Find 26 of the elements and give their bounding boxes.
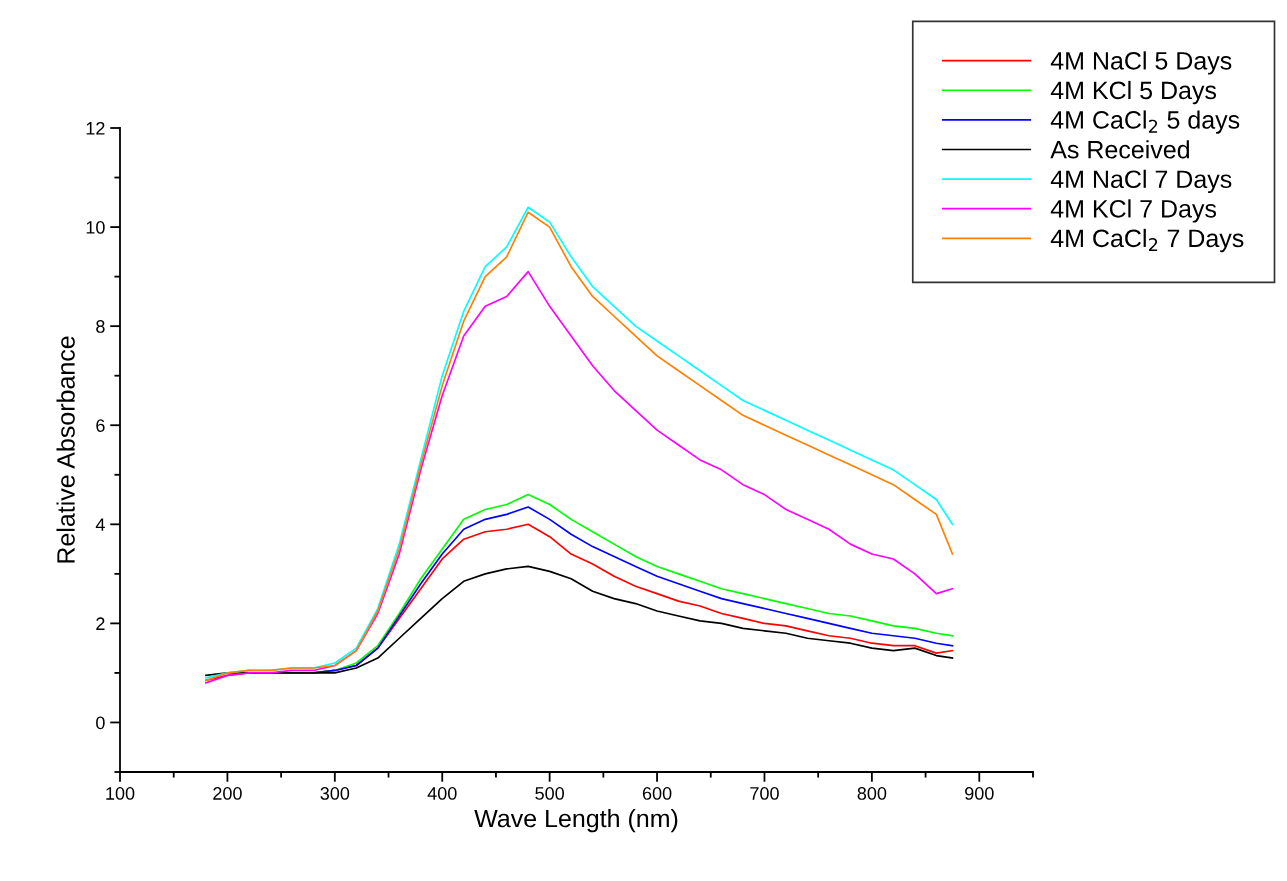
y-tick-label: 2 xyxy=(96,617,105,630)
x-tick-label: 800 xyxy=(857,787,887,800)
y-tick-label: 8 xyxy=(96,320,105,333)
y-tick-label: 4 xyxy=(95,518,105,531)
y-tick-label: 6 xyxy=(96,419,105,432)
legend-label: As Received xyxy=(1050,140,1189,159)
y-tick-label: 10 xyxy=(86,221,105,234)
legend-label: 4M CaCl$_{2}$ 7 Days xyxy=(1050,228,1244,253)
y-tick-label: 12 xyxy=(86,121,105,135)
legend-label: 4M KCl 5 Days xyxy=(1050,80,1217,105)
x-tick-label: 400 xyxy=(427,787,457,800)
y-tick-label: 0 xyxy=(96,716,105,730)
legend-label: 4M NaCl 5 Days xyxy=(1050,51,1232,75)
x-tick-label: 900 xyxy=(965,787,994,800)
line-series xyxy=(205,565,954,677)
legend-label: 4M NaCl 7 Days xyxy=(1050,169,1232,194)
x-tick-label: 500 xyxy=(535,787,564,800)
x-axis-title: Wave Length (nm) xyxy=(474,808,678,833)
x-tick-label: 600 xyxy=(642,787,672,800)
x-tick-label: 100 xyxy=(106,787,135,800)
x-tick-label: 200 xyxy=(213,787,242,800)
y-axis-title: Relative Absorbance xyxy=(56,336,75,563)
legend-label: 4M CaCl$_{2}$ 5 days xyxy=(1050,110,1240,134)
legend-label: 4M KCl 7 Days xyxy=(1050,199,1217,223)
x-tick-label: 300 xyxy=(320,787,350,800)
x-tick-label: 700 xyxy=(750,787,779,800)
